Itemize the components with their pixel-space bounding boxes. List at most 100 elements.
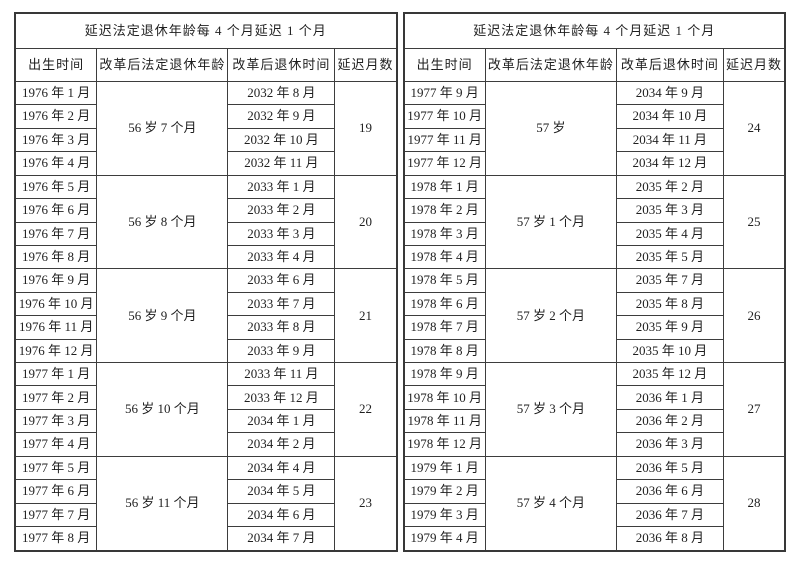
birth-month-cell: 1976 年 1 月: [14, 80, 98, 106]
birth-month-cell: 1977 年 4 月: [14, 432, 98, 457]
retirement-month-cell: 2032 年 10 月: [227, 127, 336, 153]
statutory-age-cell: 56 岁 10 个月: [96, 362, 229, 457]
birth-month-cell: 1977 年 3 月: [14, 408, 98, 434]
retirement-month-cell: 2033 年 11 月: [227, 362, 336, 387]
retirement-month-cell: 2033 年 2 月: [227, 198, 336, 223]
retirement-month-cell: 2036 年 3 月: [615, 432, 724, 457]
table-row: 1979 年 4 月 2036 年 8 月: [403, 526, 786, 552]
table-title: 延迟法定退休年龄每 4 个月延迟 1 个月: [403, 12, 786, 49]
birth-month-cell: 1979 年 1 月: [403, 455, 486, 481]
table-row: 1977 年 1 月 56 岁 10 个月 2033 年 11 月 22: [14, 362, 397, 457]
birth-month-cell: 1977 年 2 月: [14, 385, 98, 410]
retirement-month-cell: 2033 年 9 月: [227, 338, 336, 364]
retirement-month-cell: 2032 年 9 月: [227, 104, 336, 129]
birth-month-cell: 1976 年 4 月: [14, 151, 98, 176]
delay-months-cell: 27: [722, 362, 786, 457]
table-row: 1976 年 6 月 2033 年 2 月: [14, 198, 397, 223]
table-row: 1976 年 4 月 2032 年 11 月: [14, 151, 397, 176]
delay-months-cell: 19: [334, 81, 397, 176]
retirement-month-cell: 2033 年 4 月: [227, 244, 336, 270]
birth-month-cell: 1978 年 12 月: [403, 432, 486, 457]
birth-month-cell: 1978 年 4 月: [403, 244, 486, 270]
retirement-month-cell: 2034 年 7 月: [227, 526, 336, 552]
statutory-age-cell: 57 岁: [484, 81, 617, 176]
birth-month-cell: 1976 年 9 月: [14, 268, 98, 293]
delay-months-cell: 25: [722, 174, 786, 270]
birth-month-cell: 1979 年 4 月: [403, 526, 486, 552]
retirement-month-cell: 2034 年 9 月: [615, 80, 724, 106]
table-row: 1978 年 7 月 2035 年 9 月: [403, 315, 786, 340]
retirement-month-cell: 2034 年 1 月: [227, 408, 336, 434]
birth-month-cell: 1976 年 3 月: [14, 127, 98, 153]
retirement-month-cell: 2036 年 1 月: [615, 385, 724, 410]
table-row: 1977 年 6 月 2034 年 5 月: [14, 479, 397, 504]
statutory-age-cell: 57 岁 3 个月: [484, 362, 617, 457]
retirement-month-cell: 2032 年 8 月: [227, 80, 336, 106]
column-header-1: 改革后法定退休年龄: [484, 48, 617, 82]
table-row: 1979 年 1 月 57 岁 4 个月 2036 年 5 月 28: [403, 455, 786, 552]
table-row: 1978 年 8 月 2035 年 10 月: [403, 338, 786, 364]
retirement-month-cell: 2033 年 6 月: [227, 268, 336, 293]
birth-month-cell: 1977 年 7 月: [14, 502, 98, 528]
retirement-month-cell: 2033 年 8 月: [227, 315, 336, 340]
birth-month-cell: 1977 年 10 月: [403, 104, 486, 129]
statutory-age-cell: 56 岁 9 个月: [96, 268, 229, 364]
birth-month-cell: 1977 年 6 月: [14, 479, 98, 504]
retirement-month-cell: 2035 年 9 月: [615, 315, 724, 340]
column-header-2: 改革后退休时间: [227, 48, 336, 82]
retirement-month-cell: 2034 年 10 月: [615, 104, 724, 129]
retirement-month-cell: 2035 年 8 月: [615, 291, 724, 317]
delay-months-cell: 28: [722, 455, 786, 552]
birth-month-cell: 1977 年 11 月: [403, 127, 486, 153]
table-row: 1978 年 1 月 57 岁 1 个月 2035 年 2 月 25: [403, 174, 786, 270]
birth-month-cell: 1976 年 11 月: [14, 315, 98, 340]
statutory-age-cell: 56 岁 11 个月: [96, 455, 229, 552]
table-row: 1976 年 10 月 2033 年 7 月: [14, 291, 397, 317]
statutory-age-cell: 57 岁 2 个月: [484, 268, 617, 364]
statutory-age-cell: 56 岁 8 个月: [96, 174, 229, 270]
birth-month-cell: 1978 年 1 月: [403, 174, 486, 200]
table-row: 1976 年 8 月 2033 年 4 月: [14, 244, 397, 270]
retirement-month-cell: 2034 年 2 月: [227, 432, 336, 457]
retirement-month-cell: 2036 年 5 月: [615, 455, 724, 481]
retirement-month-cell: 2034 年 5 月: [227, 479, 336, 504]
table-row: 1976 年 9 月 56 岁 9 个月 2033 年 6 月 21: [14, 268, 397, 364]
retirement-month-cell: 2032 年 11 月: [227, 151, 336, 176]
birth-month-cell: 1976 年 8 月: [14, 244, 98, 270]
table-row: 1977 年 7 月 2034 年 6 月: [14, 502, 397, 528]
retirement-table-right: 延迟法定退休年龄每 4 个月延迟 1 个月 出生时间 改革后法定退休年龄 改革后退休时…: [402, 12, 786, 552]
column-header-row: 出生时间 改革后法定退休年龄 改革后退休时间 延迟月数: [14, 48, 397, 82]
retirement-month-cell: 2035 年 3 月: [615, 198, 724, 223]
column-header-0: 出生时间: [403, 48, 486, 82]
retirement-month-cell: 2033 年 1 月: [227, 174, 336, 200]
birth-month-cell: 1978 年 8 月: [403, 338, 486, 364]
retirement-month-cell: 2035 年 7 月: [615, 268, 724, 293]
table-title-row: 延迟法定退休年龄每 4 个月延迟 1 个月: [403, 12, 786, 49]
birth-month-cell: 1979 年 2 月: [403, 479, 486, 504]
column-header-2: 改革后退休时间: [615, 48, 724, 82]
column-header-1: 改革后法定退休年龄: [96, 48, 229, 82]
birth-month-cell: 1977 年 1 月: [14, 362, 98, 387]
retirement-month-cell: 2036 年 6 月: [615, 479, 724, 504]
statutory-age-cell: 57 岁 4 个月: [484, 455, 617, 552]
delay-months-cell: 21: [334, 268, 397, 364]
table-row: 1976 年 11 月 2033 年 8 月: [14, 315, 397, 340]
birth-month-cell: 1977 年 12 月: [403, 151, 486, 176]
table-row: 1976 年 7 月 2033 年 3 月: [14, 221, 397, 246]
table-row: 1977 年 11 月 2034 年 11 月: [403, 127, 786, 153]
table-row: 1978 年 3 月 2035 年 4 月: [403, 221, 786, 246]
table-row: 1977 年 9 月 57 岁 2034 年 9 月 24: [403, 80, 786, 176]
table-row: 1978 年 5 月 57 岁 2 个月 2035 年 7 月 26: [403, 268, 786, 364]
table-title-row: 延迟法定退休年龄每 4 个月延迟 1 个月: [14, 12, 397, 49]
table-row: 1976 年 1 月 56 岁 7 个月 2032 年 8 月 19: [14, 80, 397, 176]
retirement-month-cell: 2035 年 4 月: [615, 221, 724, 246]
table-row: 1978 年 6 月 2035 年 8 月: [403, 291, 786, 317]
table-row: 1979 年 2 月 2036 年 6 月: [403, 479, 786, 504]
delay-months-cell: 22: [334, 362, 397, 457]
table-row: 1976 年 3 月 2032 年 10 月: [14, 127, 397, 153]
table-row: 1977 年 10 月 2034 年 10 月: [403, 104, 786, 129]
retirement-month-cell: 2033 年 7 月: [227, 291, 336, 317]
table-row: 1977 年 2 月 2033 年 12 月: [14, 385, 397, 410]
table-row: 1977 年 8 月 2034 年 7 月: [14, 526, 397, 552]
